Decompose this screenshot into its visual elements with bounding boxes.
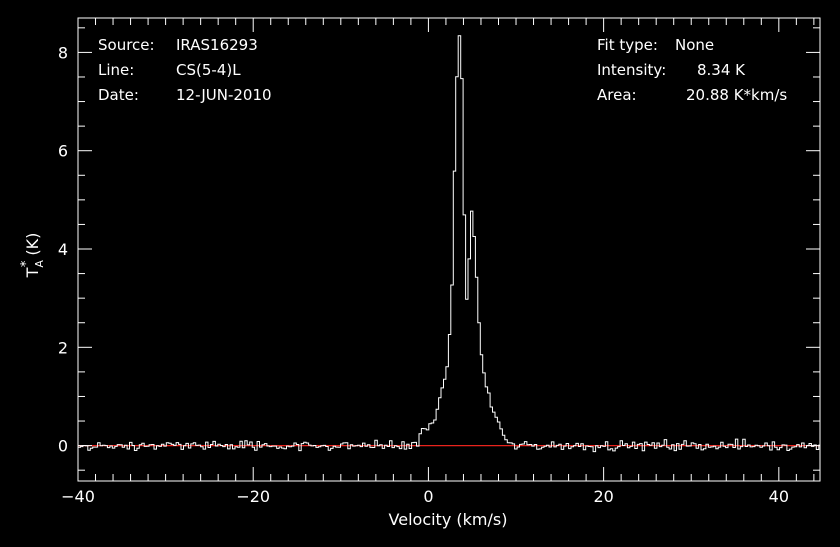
y-tick-label: 4 (58, 240, 68, 259)
x-tick-label: −20 (236, 487, 270, 506)
header-area-key: Area: (597, 86, 637, 104)
header-fit-type-value: None (675, 36, 714, 54)
header-area-value: 20.88 K*km/s (686, 86, 787, 104)
header-left: Source: IRAS16293 Line: CS(5-4)L Date: 1… (98, 36, 272, 104)
header-right: Fit type: None Intensity: 8.34 K Area: 2… (597, 36, 787, 104)
svg-text:TA*(K): TA* (K) (19, 233, 46, 279)
x-tick-label: 40 (769, 487, 789, 506)
header-source-value: IRAS16293 (176, 36, 258, 54)
header-source-key: Source: (98, 36, 155, 54)
y-tick-label: 2 (58, 338, 68, 357)
y-tick-label: 6 (58, 142, 68, 161)
y-axis-label: TA* (K) (19, 233, 46, 279)
y-axis-label-sup: * (19, 260, 34, 267)
header-line-key: Line: (98, 61, 134, 79)
y-tick-label: 0 (58, 437, 68, 456)
x-tick-label: −40 (61, 487, 95, 506)
header-intensity-value: 8.34 K (697, 61, 746, 79)
x-axis-label: Velocity (km/s) (389, 510, 508, 529)
header-fit-type-key: Fit type: (597, 36, 658, 54)
header-intensity-key: Intensity: (597, 61, 666, 79)
y-axis-label-unit: (K) (23, 233, 42, 256)
header-date-key: Date: (98, 86, 139, 104)
y-axis-label-base: T (23, 267, 42, 278)
x-tick-label: 20 (593, 487, 613, 506)
y-tick-label: 8 (58, 43, 68, 62)
y-axis-label-sub: A (33, 260, 46, 268)
header-line-value: CS(5-4)L (176, 61, 241, 79)
spectrum-line (78, 35, 820, 453)
header-date-value: 12-JUN-2010 (176, 86, 272, 104)
x-tick-label: 0 (423, 487, 433, 506)
